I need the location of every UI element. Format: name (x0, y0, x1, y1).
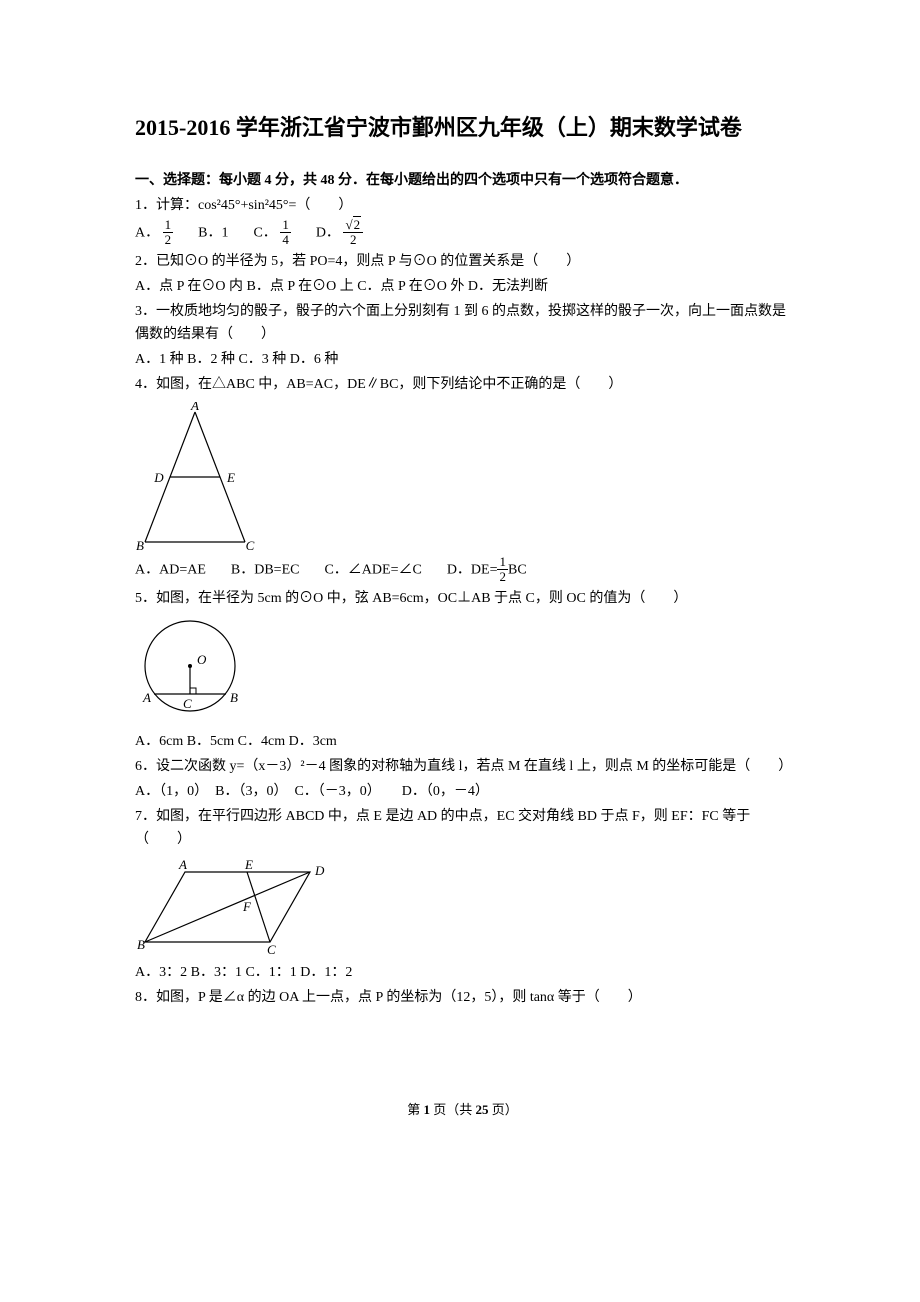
svg-text:F: F (242, 899, 252, 914)
q4-options: A．AD=AE B．DB=EC C．∠ADE=∠C D．DE= 1 2 BC (135, 556, 790, 584)
q7-figure: A E D B C F (135, 857, 790, 957)
q2-stem: 2．已知⊙O 的半径为 5，若 PO=4，则点 P 与⊙O 的位置关系是（ ） (135, 250, 790, 273)
svg-text:D: D (153, 470, 164, 485)
q6-stem: 6．设二次函数 y=（x－3）²－4 图象的对称轴为直线 l，若点 M 在直线 … (135, 755, 790, 778)
q1-optD-frac: √2 2 (343, 218, 363, 246)
svg-text:B: B (230, 690, 238, 705)
q1-optD-prefix: D． (316, 226, 340, 241)
q1-optB: B．1 (198, 226, 228, 241)
q4-optB: B．DB=EC (231, 563, 300, 578)
q6-options: A．（1，0） B．（3，0） C．（－3，0） D．（0，－4） (135, 780, 790, 803)
q1-optA-frac: 1 2 (163, 218, 174, 246)
q3-options: A．1 种 B．2 种 C．3 种 D．6 种 (135, 348, 790, 371)
q7-options: A．3：2 B．3：1 C．1：1 D．1：2 (135, 961, 790, 984)
q4-optC: C．∠ADE=∠C (324, 563, 421, 578)
exam-title: 2015-2016 学年浙江省宁波市鄞州区九年级（上）期末数学试卷 (135, 110, 790, 142)
q4-figure: A D E B C (135, 402, 790, 552)
q3-stem: 3．一枚质地均匀的骰子，骰子的六个面上分别刻有 1 到 6 的点数，投掷这样的骰… (135, 300, 790, 346)
svg-text:A: A (142, 690, 151, 705)
q1-optA-prefix: A． (135, 226, 159, 241)
svg-text:C: C (183, 696, 192, 711)
triangle-figure: A D E B C (135, 402, 255, 552)
q2-options: A．点 P 在⊙O 内 B．点 P 在⊙O 上 C．点 P 在⊙O 外 D．无法… (135, 275, 790, 298)
svg-text:B: B (136, 538, 144, 552)
svg-text:C: C (246, 538, 255, 552)
q7-stem: 7．如图，在平行四边形 ABCD 中，点 E 是边 AD 的中点，EC 交对角线… (135, 805, 790, 851)
svg-text:A: A (190, 402, 199, 413)
q1-optC-frac: 1 4 (280, 218, 291, 246)
svg-text:E: E (226, 470, 235, 485)
svg-text:D: D (314, 863, 325, 878)
q5-stem: 5．如图，在半径为 5cm 的⊙O 中，弦 AB=6cm，OC⊥AB 于点 C，… (135, 587, 790, 610)
svg-text:O: O (197, 652, 207, 667)
svg-text:B: B (137, 937, 145, 952)
exam-page: 2015-2016 学年浙江省宁波市鄞州区九年级（上）期末数学试卷 一、选择题：… (0, 0, 920, 1158)
q4-stem: 4．如图，在△ABC 中，AB=AC，DE∥BC，则下列结论中不正确的是（ ） (135, 373, 790, 396)
section-1-header: 一、选择题：每小题 4 分，共 48 分．在每小题给出的四个选项中只有一个选项符… (135, 170, 790, 192)
q1-options: A． 1 2 B．1 C． 1 4 D． √2 2 (135, 219, 790, 247)
svg-text:C: C (267, 942, 276, 957)
q5-figure: O A B C (135, 616, 790, 726)
q1-stem: 1．计算：cos²45°+sin²45°=（ ） (135, 194, 790, 217)
svg-text:E: E (244, 857, 253, 872)
q4-optD-prefix: D．DE= (447, 563, 498, 578)
q4-optD-suffix: BC (508, 563, 527, 578)
circle-figure: O A B C (135, 616, 245, 726)
q4-optA: A．AD=AE (135, 563, 206, 578)
q4-optD-frac: 1 2 (497, 555, 508, 583)
page-footer: 第 1 页（共 25 页） (135, 1099, 790, 1118)
q5-options: A．6cm B．5cm C．4cm D．3cm (135, 730, 790, 753)
q8-stem: 8．如图，P 是∠α 的边 OA 上一点，点 P 的坐标为（12，5），则 ta… (135, 986, 790, 1009)
parallelogram-figure: A E D B C F (135, 857, 335, 957)
q1-optC-prefix: C． (253, 226, 276, 241)
svg-text:A: A (178, 857, 187, 872)
